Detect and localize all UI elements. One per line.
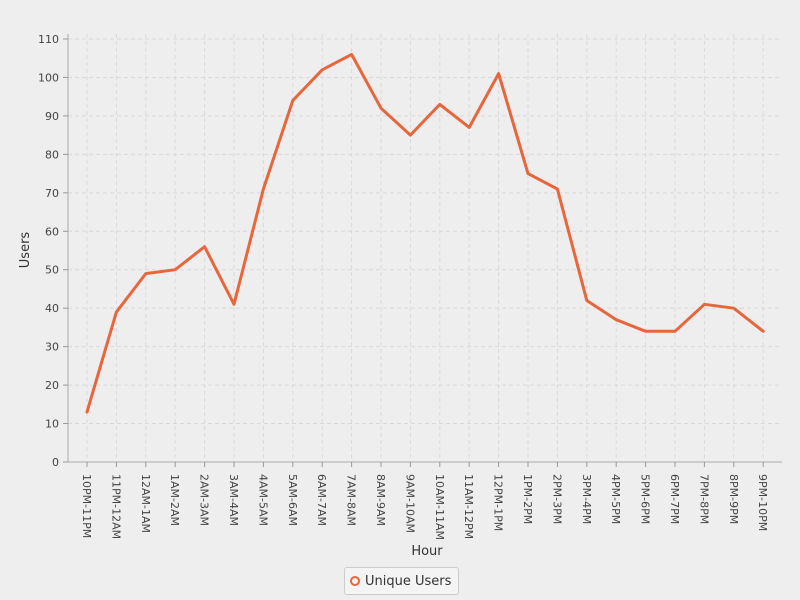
x-tick-label: 3PM-4PM (580, 474, 593, 524)
x-tick-label: 2PM-3PM (550, 474, 563, 524)
y-tick-label: 100 (38, 71, 59, 84)
x-tick-label: 9PM-10PM (756, 474, 769, 531)
y-tick-label: 60 (45, 225, 59, 238)
x-tick-label: 6PM-7PM (668, 474, 681, 524)
x-tick-label: 11PM-12AM (109, 474, 122, 539)
x-tick-label: 4AM-5AM (256, 474, 269, 526)
series-layer (85, 52, 765, 414)
x-tick-label: 11AM-12PM (462, 474, 475, 539)
y-tick-label: 40 (45, 302, 59, 315)
x-tick-label: 6AM-7AM (315, 474, 328, 526)
x-axis-title: Hour (411, 544, 443, 559)
legend-marker-icon (350, 576, 360, 586)
x-tick-label: 4PM-5PM (609, 474, 622, 524)
x-tick-label: 1AM-2AM (168, 474, 181, 526)
x-tick-label: 9AM-10AM (403, 474, 416, 533)
x-tick-label: 7AM-8AM (345, 474, 358, 526)
y-tick-label: 110 (38, 33, 59, 46)
x-tick-label: 7PM-8PM (697, 474, 710, 524)
y-tick-label: 30 (45, 341, 59, 354)
x-tick-label: 5AM-6AM (286, 474, 299, 526)
x-tick-label: 10AM-11AM (433, 474, 446, 540)
y-tick-label: 90 (45, 110, 59, 123)
y-tick-label: 70 (45, 187, 59, 200)
x-tick-label: 12AM-1AM (139, 474, 152, 533)
x-tick-label: 8AM-9AM (374, 474, 387, 526)
x-tick-label: 8PM-9PM (727, 474, 740, 524)
grid (68, 34, 782, 462)
y-tick-label: 80 (45, 148, 59, 161)
legend-label: Unique Users (365, 573, 452, 589)
y-axis-title: Users (18, 232, 33, 269)
series-0 (85, 52, 765, 414)
x-tick-label: 10PM-11PM (80, 474, 93, 538)
y-axis-ticks: 0 10 20 30 40 50 60 70 80 90 100 110 (38, 33, 68, 469)
x-tick-label: 5PM-6PM (639, 474, 652, 524)
y-tick-label: 0 (52, 456, 59, 469)
x-tick-label: 12PM-1PM (492, 474, 505, 531)
y-tick-label: 10 (45, 418, 59, 431)
x-tick-label: 2AM-3AM (198, 474, 211, 526)
x-tick-label: 1PM-2PM (521, 474, 534, 524)
legend: Unique Users (344, 567, 460, 595)
y-tick-label: 20 (45, 379, 59, 392)
x-axis-ticks: 10PM-11PM 11PM-12AM 12AM-1AM 1AM-2AM 2AM-3AM… (80, 462, 769, 540)
series-line (85, 52, 765, 414)
x-tick-label: 3AM-4AM (227, 474, 240, 526)
axes (67, 34, 782, 463)
y-tick-label: 50 (45, 264, 59, 277)
